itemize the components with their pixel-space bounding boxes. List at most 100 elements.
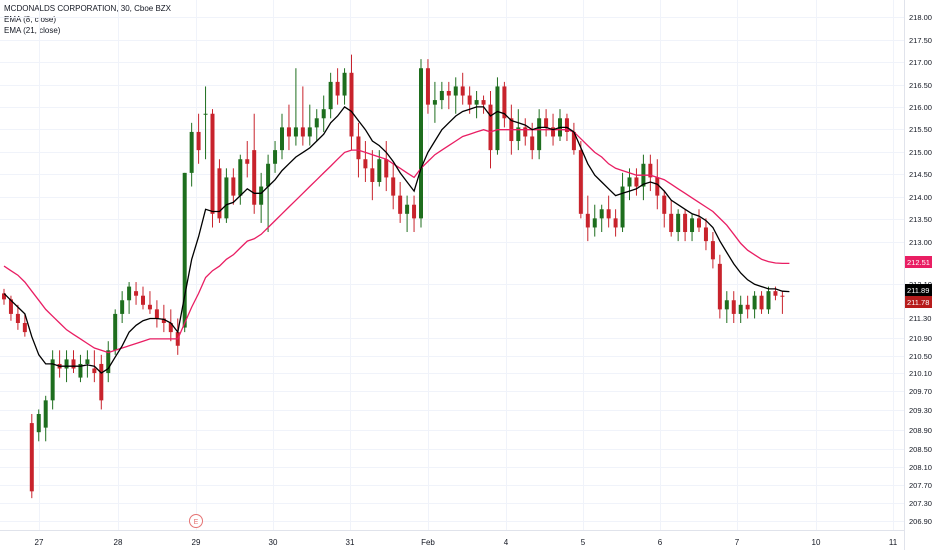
candle-body bbox=[314, 118, 319, 128]
y-tick-label: 210.50 bbox=[909, 352, 932, 361]
candle bbox=[314, 109, 319, 142]
candle bbox=[384, 141, 389, 192]
candle-body bbox=[634, 177, 639, 187]
candle bbox=[641, 154, 646, 201]
candle-body bbox=[43, 400, 48, 428]
candle-body bbox=[134, 291, 139, 296]
candle bbox=[453, 77, 458, 114]
price-badge-label: 212.51 bbox=[907, 258, 930, 267]
candle bbox=[481, 95, 486, 114]
candle-body bbox=[370, 168, 375, 182]
y-tick-label: 215.00 bbox=[909, 148, 932, 157]
y-tick-label: 215.50 bbox=[909, 125, 932, 134]
candle bbox=[245, 141, 250, 178]
legend-ema21[interactable]: EMA (21, close) bbox=[4, 26, 61, 35]
candle bbox=[203, 86, 208, 160]
candle-body bbox=[627, 177, 632, 187]
candle bbox=[620, 172, 625, 233]
candle-body bbox=[203, 113, 208, 115]
candle-body bbox=[113, 313, 118, 351]
candle-body bbox=[453, 86, 458, 96]
x-tick-label: 28 bbox=[114, 538, 123, 547]
candle-body bbox=[29, 423, 34, 492]
x-axis[interactable]: 27 28 29 30 31 Feb 4 5 6 7 10 11 bbox=[35, 538, 898, 547]
candle-body bbox=[328, 81, 333, 110]
candle-body bbox=[759, 295, 764, 310]
y-tick-label: 214.00 bbox=[909, 193, 932, 202]
event-label: E bbox=[194, 519, 199, 526]
candle-body bbox=[571, 131, 576, 151]
y-tick-label: 209.70 bbox=[909, 387, 932, 396]
price-badges: 212.51 211.89 211.78 bbox=[905, 256, 932, 308]
candle-body bbox=[620, 186, 625, 228]
candle bbox=[425, 59, 430, 114]
candle-body bbox=[391, 177, 396, 196]
candle-body bbox=[585, 213, 590, 228]
candle-body bbox=[502, 86, 507, 119]
candle bbox=[259, 172, 264, 223]
grid-lines bbox=[0, 0, 904, 530]
candle-body bbox=[773, 291, 778, 296]
candle-body bbox=[92, 368, 97, 374]
candle bbox=[599, 204, 604, 233]
candle bbox=[717, 254, 722, 319]
y-tick-label: 213.50 bbox=[909, 215, 932, 224]
candle-body bbox=[2, 293, 6, 300]
candle-body bbox=[147, 304, 152, 310]
candle-body bbox=[127, 286, 132, 301]
candle-body bbox=[780, 295, 785, 297]
candle bbox=[474, 90, 479, 119]
x-tick-label: 30 bbox=[269, 538, 278, 547]
candle bbox=[217, 159, 222, 223]
candle bbox=[710, 232, 715, 269]
candle-body bbox=[669, 213, 674, 233]
candle-body bbox=[349, 72, 354, 137]
candle bbox=[50, 350, 55, 410]
candle bbox=[349, 54, 354, 151]
candle-body bbox=[690, 218, 695, 233]
candle bbox=[446, 81, 451, 110]
candle-body bbox=[655, 177, 660, 196]
legend-ema8[interactable]: EMA (8, close) bbox=[4, 15, 57, 24]
candle-body bbox=[71, 359, 76, 369]
price-badge: 211.78 bbox=[905, 296, 932, 308]
candle-body bbox=[238, 159, 243, 196]
y-tick-label: 209.30 bbox=[909, 406, 932, 415]
candle bbox=[342, 68, 347, 105]
candle-body bbox=[717, 263, 722, 310]
candle bbox=[29, 413, 34, 499]
candle-body bbox=[766, 291, 771, 310]
candle bbox=[328, 72, 333, 119]
y-tick-label: 208.50 bbox=[909, 445, 932, 454]
y-tick-label: 208.10 bbox=[909, 463, 932, 472]
candle-body bbox=[154, 309, 159, 319]
candle-body bbox=[224, 177, 229, 219]
candle-body bbox=[398, 195, 403, 214]
candle-body bbox=[99, 363, 104, 401]
y-tick-label: 216.50 bbox=[909, 81, 932, 90]
candle bbox=[398, 181, 403, 223]
candle bbox=[690, 213, 695, 242]
candle-body bbox=[697, 218, 701, 228]
earnings-event-marker[interactable]: E bbox=[189, 514, 203, 528]
y-axis[interactable]: 218.00 217.50 217.00 216.50 216.00 215.50 215.… bbox=[909, 13, 932, 526]
candle bbox=[85, 350, 90, 378]
candle-body bbox=[106, 350, 111, 374]
candle bbox=[648, 154, 653, 192]
candle-body bbox=[738, 304, 743, 314]
candle bbox=[15, 304, 20, 330]
candle-body bbox=[613, 218, 618, 228]
candle-body bbox=[745, 304, 750, 310]
candle-body bbox=[78, 363, 83, 378]
candle-body bbox=[439, 90, 444, 101]
candle bbox=[280, 113, 284, 160]
candle-body bbox=[425, 68, 430, 105]
candle-body bbox=[606, 209, 611, 219]
candle bbox=[189, 122, 194, 187]
candle bbox=[147, 291, 152, 314]
y-tick-label: 217.50 bbox=[909, 36, 932, 45]
x-tick-label: 7 bbox=[735, 538, 740, 547]
candle-body bbox=[412, 204, 417, 219]
x-tick-label: 31 bbox=[346, 538, 355, 547]
